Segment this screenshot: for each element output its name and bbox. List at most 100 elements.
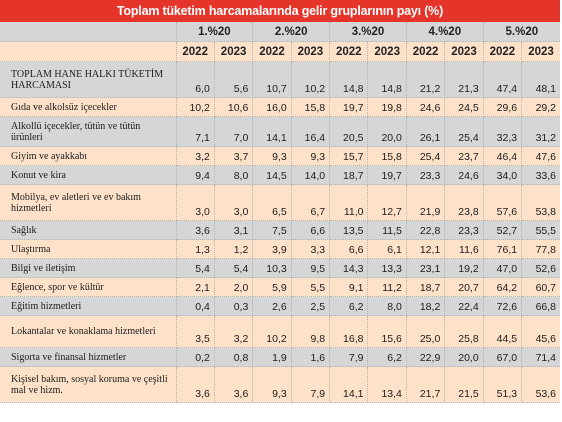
value-cell: 21,3 bbox=[444, 61, 484, 98]
value-cell: 47,6 bbox=[521, 146, 560, 166]
value-cell: 3,6 bbox=[176, 366, 215, 403]
value-cell: 19,2 bbox=[444, 258, 484, 278]
year-header: 2023 bbox=[444, 41, 484, 62]
value-cell: 6,2 bbox=[367, 347, 407, 367]
value-cell: 12,7 bbox=[367, 184, 407, 221]
value-cell: 13,3 bbox=[367, 258, 407, 278]
row-label: Eğitim hizmetleri bbox=[0, 296, 177, 316]
value-cell: 6,6 bbox=[329, 239, 369, 259]
value-cell: 3,7 bbox=[214, 146, 254, 166]
value-cell: 9,4 bbox=[176, 165, 215, 185]
row-label: TOPLAM HANE HALKI TÜKETİM HARCAMASI bbox=[0, 61, 177, 98]
value-cell: 9,5 bbox=[291, 258, 331, 278]
value-cell: 25,4 bbox=[444, 116, 484, 147]
value-cell: 3,1 bbox=[214, 220, 254, 240]
value-cell: 2,0 bbox=[214, 277, 254, 297]
value-cell: 19,8 bbox=[367, 97, 407, 117]
value-cell: 11,6 bbox=[444, 239, 484, 259]
value-cell: 44,5 bbox=[483, 315, 523, 348]
value-cell: 23,3 bbox=[406, 165, 446, 185]
income-group-share-table: 1.%20 2.%20 3.%20 4.%20 5.%20 2022 2023 2022 20… bbox=[0, 22, 560, 403]
value-cell: 14,1 bbox=[329, 366, 369, 403]
value-cell: 22,4 bbox=[444, 296, 484, 316]
table-row: Eğlence, spor ve kültür 2,1 2,0 5,9 5,5 9,1 11… bbox=[0, 277, 560, 297]
table-row: Kişisel bakım, sosyal koruma ve çeşitli … bbox=[0, 366, 560, 403]
row-label: Eğlence, spor ve kültür bbox=[0, 277, 177, 297]
value-cell: 60,7 bbox=[521, 277, 560, 297]
value-cell: 15,6 bbox=[367, 315, 407, 348]
value-cell: 71,4 bbox=[521, 347, 560, 367]
table-row: Sigorta ve finansal hizmetler 0,2 0,8 1,9 1,… bbox=[0, 347, 560, 367]
value-cell: 9,3 bbox=[291, 146, 331, 166]
value-cell: 21,5 bbox=[444, 366, 484, 403]
year-header: 2022 bbox=[176, 41, 215, 62]
value-cell: 9,8 bbox=[291, 315, 331, 348]
value-cell: 22,9 bbox=[406, 347, 446, 367]
value-cell: 0,3 bbox=[214, 296, 254, 316]
value-cell: 34,0 bbox=[483, 165, 523, 185]
value-cell: 3,5 bbox=[176, 315, 215, 348]
table-body: TOPLAM HANE HALKI TÜKETİM HARCAMASI 6,0 5,… bbox=[0, 61, 560, 403]
value-cell: 77,8 bbox=[521, 239, 560, 259]
group-header: 3.%20 bbox=[329, 22, 407, 42]
year-header: 2023 bbox=[214, 41, 254, 62]
value-cell: 7,0 bbox=[214, 116, 254, 147]
value-cell: 21,9 bbox=[406, 184, 446, 221]
group-header: 4.%20 bbox=[406, 22, 484, 42]
value-cell: 45,6 bbox=[521, 315, 560, 348]
value-cell: 6,0 bbox=[176, 61, 215, 98]
value-cell: 24,5 bbox=[444, 97, 484, 117]
value-cell: 6,2 bbox=[329, 296, 369, 316]
value-cell: 57,6 bbox=[483, 184, 523, 221]
value-cell: 10,2 bbox=[291, 61, 331, 98]
value-cell: 14,0 bbox=[291, 165, 331, 185]
value-cell: 14,1 bbox=[252, 116, 292, 147]
value-cell: 26,1 bbox=[406, 116, 446, 147]
value-cell: 52,7 bbox=[483, 220, 523, 240]
row-label: Bilgi ve iletişim bbox=[0, 258, 177, 278]
value-cell: 5,4 bbox=[176, 258, 215, 278]
value-cell: 29,6 bbox=[483, 97, 523, 117]
value-cell: 3,0 bbox=[214, 184, 254, 221]
table-row: Mobilya, ev aletleri ve ev bakım hizmetl… bbox=[0, 184, 560, 221]
year-header: 2023 bbox=[291, 41, 331, 62]
value-cell: 53,6 bbox=[521, 366, 560, 403]
value-cell: 19,7 bbox=[329, 97, 369, 117]
value-cell: 25,4 bbox=[406, 146, 446, 166]
year-header-blank bbox=[0, 41, 177, 62]
table-row: Lokantalar ve konaklama hizmetleri 3,5 3,2… bbox=[0, 315, 560, 348]
value-cell: 18,7 bbox=[329, 165, 369, 185]
value-cell: 25,0 bbox=[406, 315, 446, 348]
group-header: 5.%20 bbox=[483, 22, 560, 42]
value-cell: 31,2 bbox=[521, 116, 560, 147]
value-cell: 47,0 bbox=[483, 258, 523, 278]
value-cell: 18,2 bbox=[406, 296, 446, 316]
value-cell: 66,8 bbox=[521, 296, 560, 316]
value-cell: 10,3 bbox=[252, 258, 292, 278]
row-label: Gıda ve alkolsüz içecekler bbox=[0, 97, 177, 117]
value-cell: 20,7 bbox=[444, 277, 484, 297]
value-cell: 3,6 bbox=[176, 220, 215, 240]
value-cell: 55,5 bbox=[521, 220, 560, 240]
value-cell: 14,8 bbox=[329, 61, 369, 98]
value-cell: 3,6 bbox=[214, 366, 254, 403]
year-header: 2022 bbox=[406, 41, 446, 62]
row-label: Sağlık bbox=[0, 220, 177, 240]
value-cell: 8,0 bbox=[214, 165, 254, 185]
value-cell: 23,3 bbox=[444, 220, 484, 240]
value-cell: 23,1 bbox=[406, 258, 446, 278]
value-cell: 2,6 bbox=[252, 296, 292, 316]
value-cell: 22,8 bbox=[406, 220, 446, 240]
table-row: Sağlık 3,6 3,1 7,5 6,6 13,5 11,5 22,8 23,3 52,7 55… bbox=[0, 220, 560, 240]
value-cell: 20,0 bbox=[367, 116, 407, 147]
value-cell: 5,5 bbox=[291, 277, 331, 297]
value-cell: 16,8 bbox=[329, 315, 369, 348]
table-row: Giyim ve ayakkabı 3,2 3,7 9,3 9,3 15,7 15,8 25,… bbox=[0, 146, 560, 166]
value-cell: 3,3 bbox=[291, 239, 331, 259]
value-cell: 5,4 bbox=[214, 258, 254, 278]
value-cell: 21,2 bbox=[406, 61, 446, 98]
row-label: Giyim ve ayakkabı bbox=[0, 146, 177, 166]
value-cell: 7,5 bbox=[252, 220, 292, 240]
year-header: 2023 bbox=[521, 41, 560, 62]
table-row: TOPLAM HANE HALKI TÜKETİM HARCAMASI 6,0 5,… bbox=[0, 61, 560, 98]
